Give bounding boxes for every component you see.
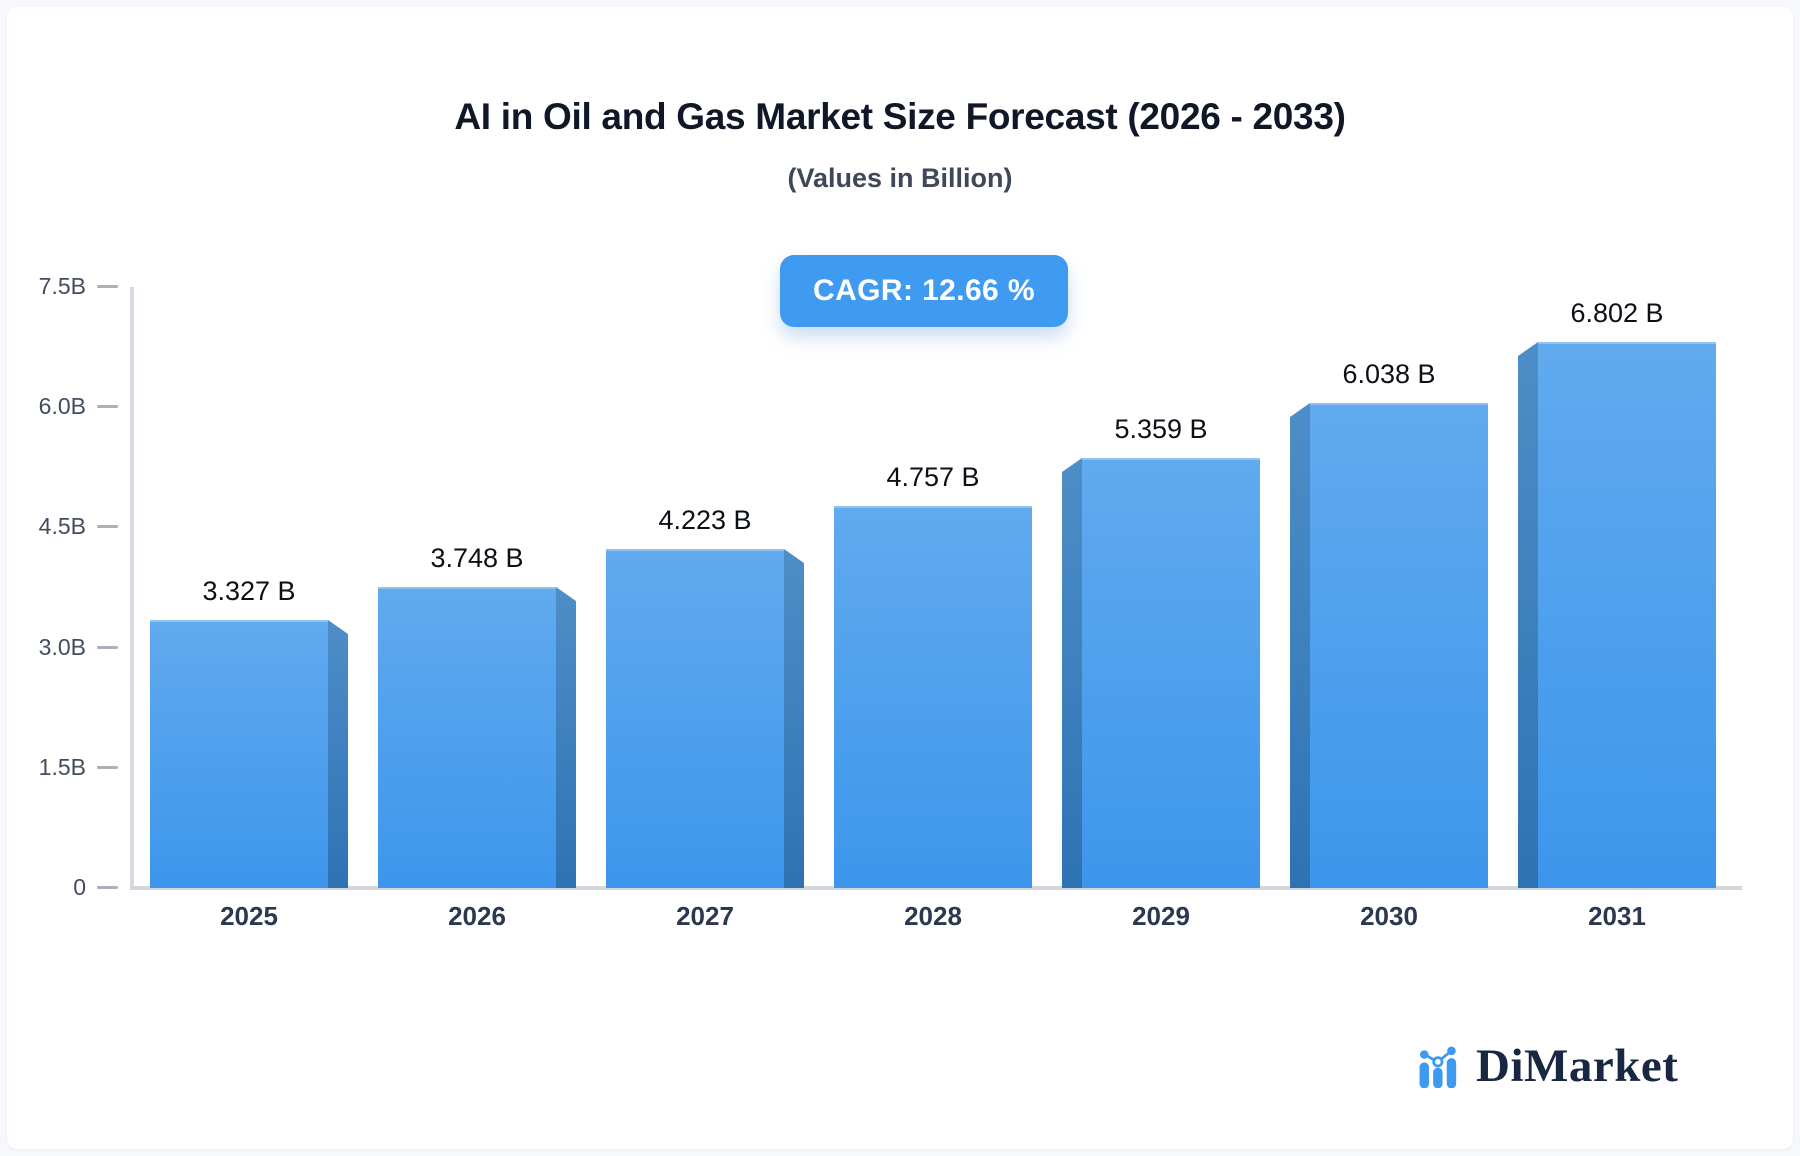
x-axis-line	[130, 886, 1742, 890]
y-tick-label: 3.0B	[38, 634, 86, 660]
cagr-badge: CAGR: 12.66 %	[780, 255, 1068, 327]
bar-2026	[378, 587, 556, 888]
y-tick-mark	[97, 886, 118, 889]
y-tick-mark	[97, 405, 118, 408]
bar-value-label: 6.038 B	[1342, 359, 1436, 389]
y-tick-label: 4.5B	[38, 513, 86, 539]
x-axis-label-2027: 2027	[676, 901, 734, 931]
y-axis-line	[130, 287, 134, 888]
y-tick-label: 7.5B	[38, 273, 86, 299]
bar-value-label: 3.748 B	[430, 543, 524, 573]
chart-subtitle: (Values in Billion)	[787, 163, 1013, 193]
y-tick-label: 1.5B	[38, 754, 86, 780]
bar-side-face	[328, 620, 348, 888]
y-tick-mark	[97, 646, 118, 649]
bar-2027	[606, 549, 784, 888]
x-axis-label-2031: 2031	[1588, 901, 1646, 931]
bar-side-face	[1290, 403, 1310, 888]
bar-2031	[1538, 342, 1716, 888]
bar-chart-with-trendline-icon	[1419, 1046, 1457, 1088]
x-axis-label-2026: 2026	[448, 901, 506, 931]
bar-side-face	[1062, 458, 1082, 888]
bar-2029	[1082, 458, 1260, 888]
y-tick-mark	[97, 525, 118, 528]
x-axis-label-2028: 2028	[904, 901, 962, 931]
x-axis-label-2025: 2025	[220, 901, 278, 931]
bar-value-label: 4.757 B	[886, 462, 980, 492]
y-tick-mark	[97, 766, 118, 769]
y-tick-mark	[97, 285, 118, 288]
brand-logo-text: DiMarket	[1476, 1040, 1679, 1092]
page-title: AI in Oil and Gas Market Size Forecast (…	[454, 96, 1346, 137]
x-axis-label-2029: 2029	[1132, 901, 1190, 931]
bar-value-label: 4.223 B	[658, 505, 752, 535]
y-tick-label: 0	[73, 874, 86, 900]
bar-2028	[834, 506, 1032, 888]
bar-value-label: 6.802 B	[1570, 298, 1664, 328]
bar-2025	[150, 620, 328, 888]
bar-2030	[1310, 403, 1488, 888]
bar-side-face	[784, 549, 804, 888]
bar-side-face	[1518, 342, 1538, 888]
y-tick-label: 6.0B	[38, 393, 86, 419]
bar-value-label: 5.359 B	[1114, 414, 1208, 444]
bar-value-label: 3.327 B	[202, 576, 296, 606]
brand-logo: DiMarket	[1418, 1038, 1678, 1094]
bar-side-face	[556, 587, 576, 888]
cagr-badge-label: CAGR: 12.66 %	[813, 274, 1035, 307]
x-axis-label-2030: 2030	[1360, 901, 1418, 931]
